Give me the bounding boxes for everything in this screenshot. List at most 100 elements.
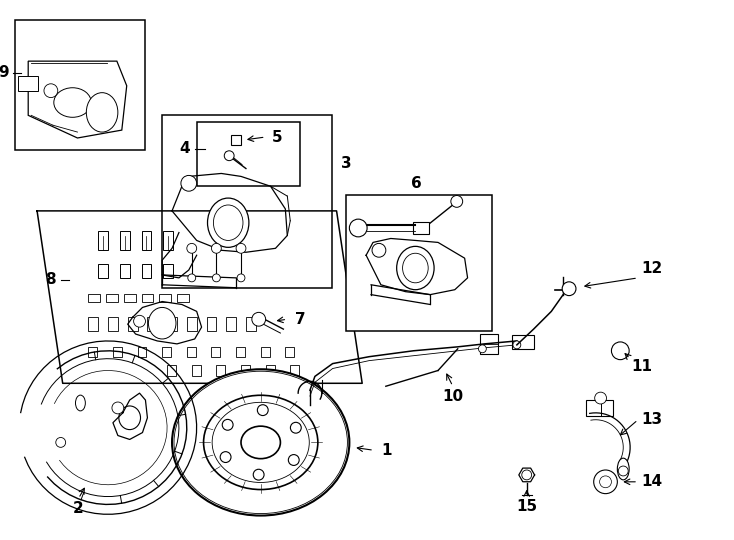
Bar: [192, 364, 200, 376]
Text: 9: 9: [0, 65, 9, 80]
Circle shape: [258, 404, 268, 416]
Ellipse shape: [54, 87, 91, 117]
Bar: [187, 347, 196, 357]
Bar: [413, 222, 429, 234]
Polygon shape: [28, 61, 127, 138]
Circle shape: [594, 470, 617, 494]
Circle shape: [222, 420, 233, 430]
Bar: [226, 318, 236, 331]
Circle shape: [237, 274, 245, 282]
Bar: [148, 318, 157, 331]
Bar: [137, 347, 146, 357]
Ellipse shape: [208, 198, 249, 247]
Bar: [231, 135, 241, 145]
Text: 11: 11: [631, 359, 653, 374]
Circle shape: [288, 455, 299, 465]
Text: 13: 13: [642, 412, 662, 427]
Circle shape: [479, 345, 487, 353]
Circle shape: [252, 312, 266, 326]
Text: 7: 7: [295, 312, 305, 327]
Circle shape: [188, 274, 196, 282]
Ellipse shape: [617, 458, 629, 480]
Circle shape: [595, 392, 606, 404]
Ellipse shape: [172, 369, 349, 516]
Bar: [481, 334, 498, 354]
Circle shape: [212, 274, 220, 282]
Bar: [142, 294, 153, 301]
Text: 3: 3: [341, 156, 352, 171]
Bar: [120, 231, 130, 251]
Bar: [241, 364, 250, 376]
Bar: [206, 318, 217, 331]
Circle shape: [56, 437, 65, 447]
Text: 2: 2: [73, 501, 84, 516]
Bar: [163, 264, 173, 278]
Bar: [15, 20, 145, 150]
Polygon shape: [18, 76, 38, 91]
Bar: [286, 347, 294, 357]
Bar: [163, 231, 173, 251]
Bar: [162, 116, 332, 288]
Ellipse shape: [402, 253, 428, 283]
Bar: [197, 122, 300, 186]
Text: 5: 5: [272, 130, 283, 145]
Bar: [106, 294, 118, 301]
Bar: [159, 294, 171, 301]
Bar: [128, 318, 137, 331]
Text: 8: 8: [46, 272, 57, 287]
Circle shape: [112, 402, 124, 414]
Circle shape: [253, 469, 264, 480]
Text: 15: 15: [516, 499, 537, 514]
Bar: [167, 364, 176, 376]
Bar: [261, 347, 269, 357]
Ellipse shape: [76, 395, 85, 411]
Text: 4: 4: [180, 141, 190, 156]
Circle shape: [372, 244, 386, 257]
Circle shape: [522, 470, 531, 480]
Bar: [266, 364, 275, 376]
Ellipse shape: [212, 402, 309, 482]
Bar: [113, 347, 122, 357]
Circle shape: [513, 341, 521, 349]
Bar: [217, 364, 225, 376]
Bar: [88, 294, 100, 301]
Circle shape: [220, 451, 231, 462]
Bar: [246, 318, 255, 331]
Circle shape: [134, 315, 145, 327]
Circle shape: [291, 422, 301, 433]
Ellipse shape: [203, 395, 318, 490]
Circle shape: [451, 195, 462, 207]
Circle shape: [618, 466, 628, 476]
Circle shape: [181, 176, 197, 191]
Circle shape: [44, 84, 58, 98]
Text: 12: 12: [642, 260, 663, 275]
Bar: [167, 318, 177, 331]
Bar: [98, 231, 108, 251]
Bar: [346, 195, 493, 331]
Bar: [211, 347, 220, 357]
Bar: [236, 347, 245, 357]
Bar: [124, 294, 136, 301]
Ellipse shape: [119, 406, 140, 430]
Circle shape: [562, 282, 576, 295]
Text: 6: 6: [411, 176, 422, 191]
Circle shape: [236, 244, 246, 253]
Ellipse shape: [214, 205, 243, 240]
Bar: [187, 318, 197, 331]
Bar: [120, 264, 130, 278]
Bar: [88, 318, 98, 331]
Ellipse shape: [396, 246, 434, 289]
Text: 14: 14: [642, 474, 662, 489]
Bar: [177, 294, 189, 301]
Bar: [142, 264, 151, 278]
Ellipse shape: [148, 307, 176, 339]
Polygon shape: [37, 211, 362, 383]
Circle shape: [611, 342, 629, 360]
Ellipse shape: [87, 93, 118, 132]
Circle shape: [349, 219, 367, 237]
Bar: [88, 347, 97, 357]
Bar: [586, 400, 614, 416]
Circle shape: [187, 244, 197, 253]
Text: 10: 10: [443, 389, 463, 403]
Bar: [142, 231, 151, 251]
